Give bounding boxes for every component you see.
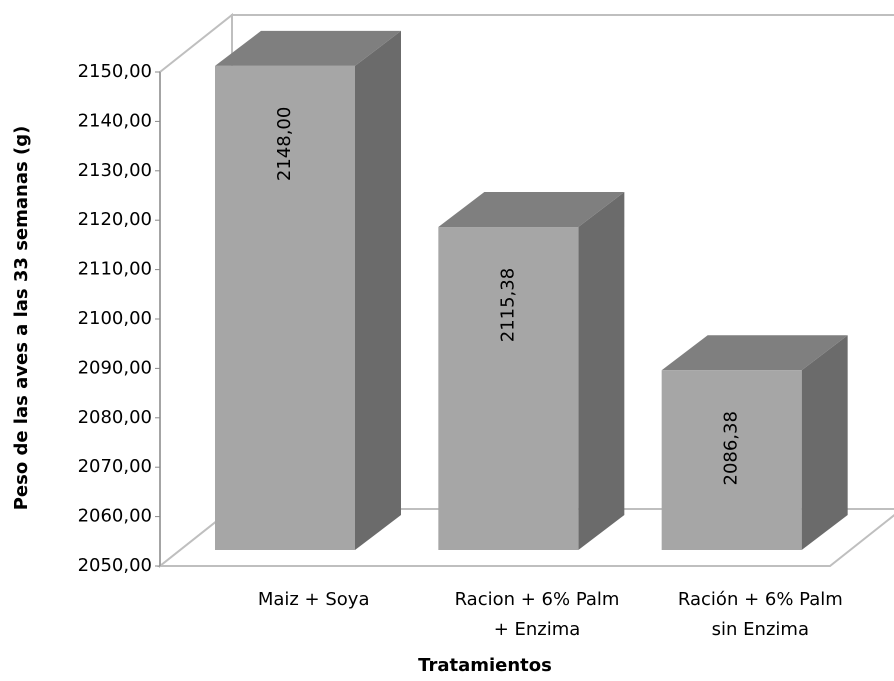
- bar-side: [801, 335, 848, 550]
- bar-top: [215, 30, 401, 66]
- y-tick-label: 2140,00: [78, 110, 152, 131]
- value-label: 2086,38: [721, 411, 742, 485]
- x-axis-title: Tratamientos: [418, 655, 552, 676]
- y-tick-label: 2080,00: [78, 407, 152, 428]
- y-tick-label: 2050,00: [78, 555, 152, 576]
- bar-side: [578, 192, 625, 550]
- y-tick-label: 2120,00: [78, 209, 152, 230]
- y-tick-label: 2150,00: [78, 61, 152, 82]
- x-tick-label: Maiz + Soya: [258, 589, 370, 610]
- y-tick-label: 2060,00: [78, 506, 152, 527]
- value-label: 2115,38: [497, 268, 518, 342]
- bar-side: [355, 30, 401, 550]
- x-tick-label: Ración + 6% Palm sin Enzima: [678, 589, 843, 640]
- y-axis-title: Peso de las aves a las 33 semanas (g): [11, 126, 32, 511]
- bar: [215, 65, 355, 550]
- y-tick-label: 2110,00: [78, 259, 152, 280]
- x-tick-label: Racion + 6% Palm + Enzima: [455, 589, 620, 640]
- y-tick-label: 2100,00: [78, 308, 152, 329]
- bar: [438, 227, 579, 550]
- y-tick-label: 2090,00: [78, 357, 152, 378]
- bar-top: [438, 192, 625, 228]
- y-tick-label: 2070,00: [78, 456, 152, 477]
- y-tick-label: 2130,00: [78, 160, 152, 181]
- bar-top: [661, 335, 848, 371]
- bar: [661, 370, 802, 550]
- value-label: 2148,00: [274, 107, 295, 181]
